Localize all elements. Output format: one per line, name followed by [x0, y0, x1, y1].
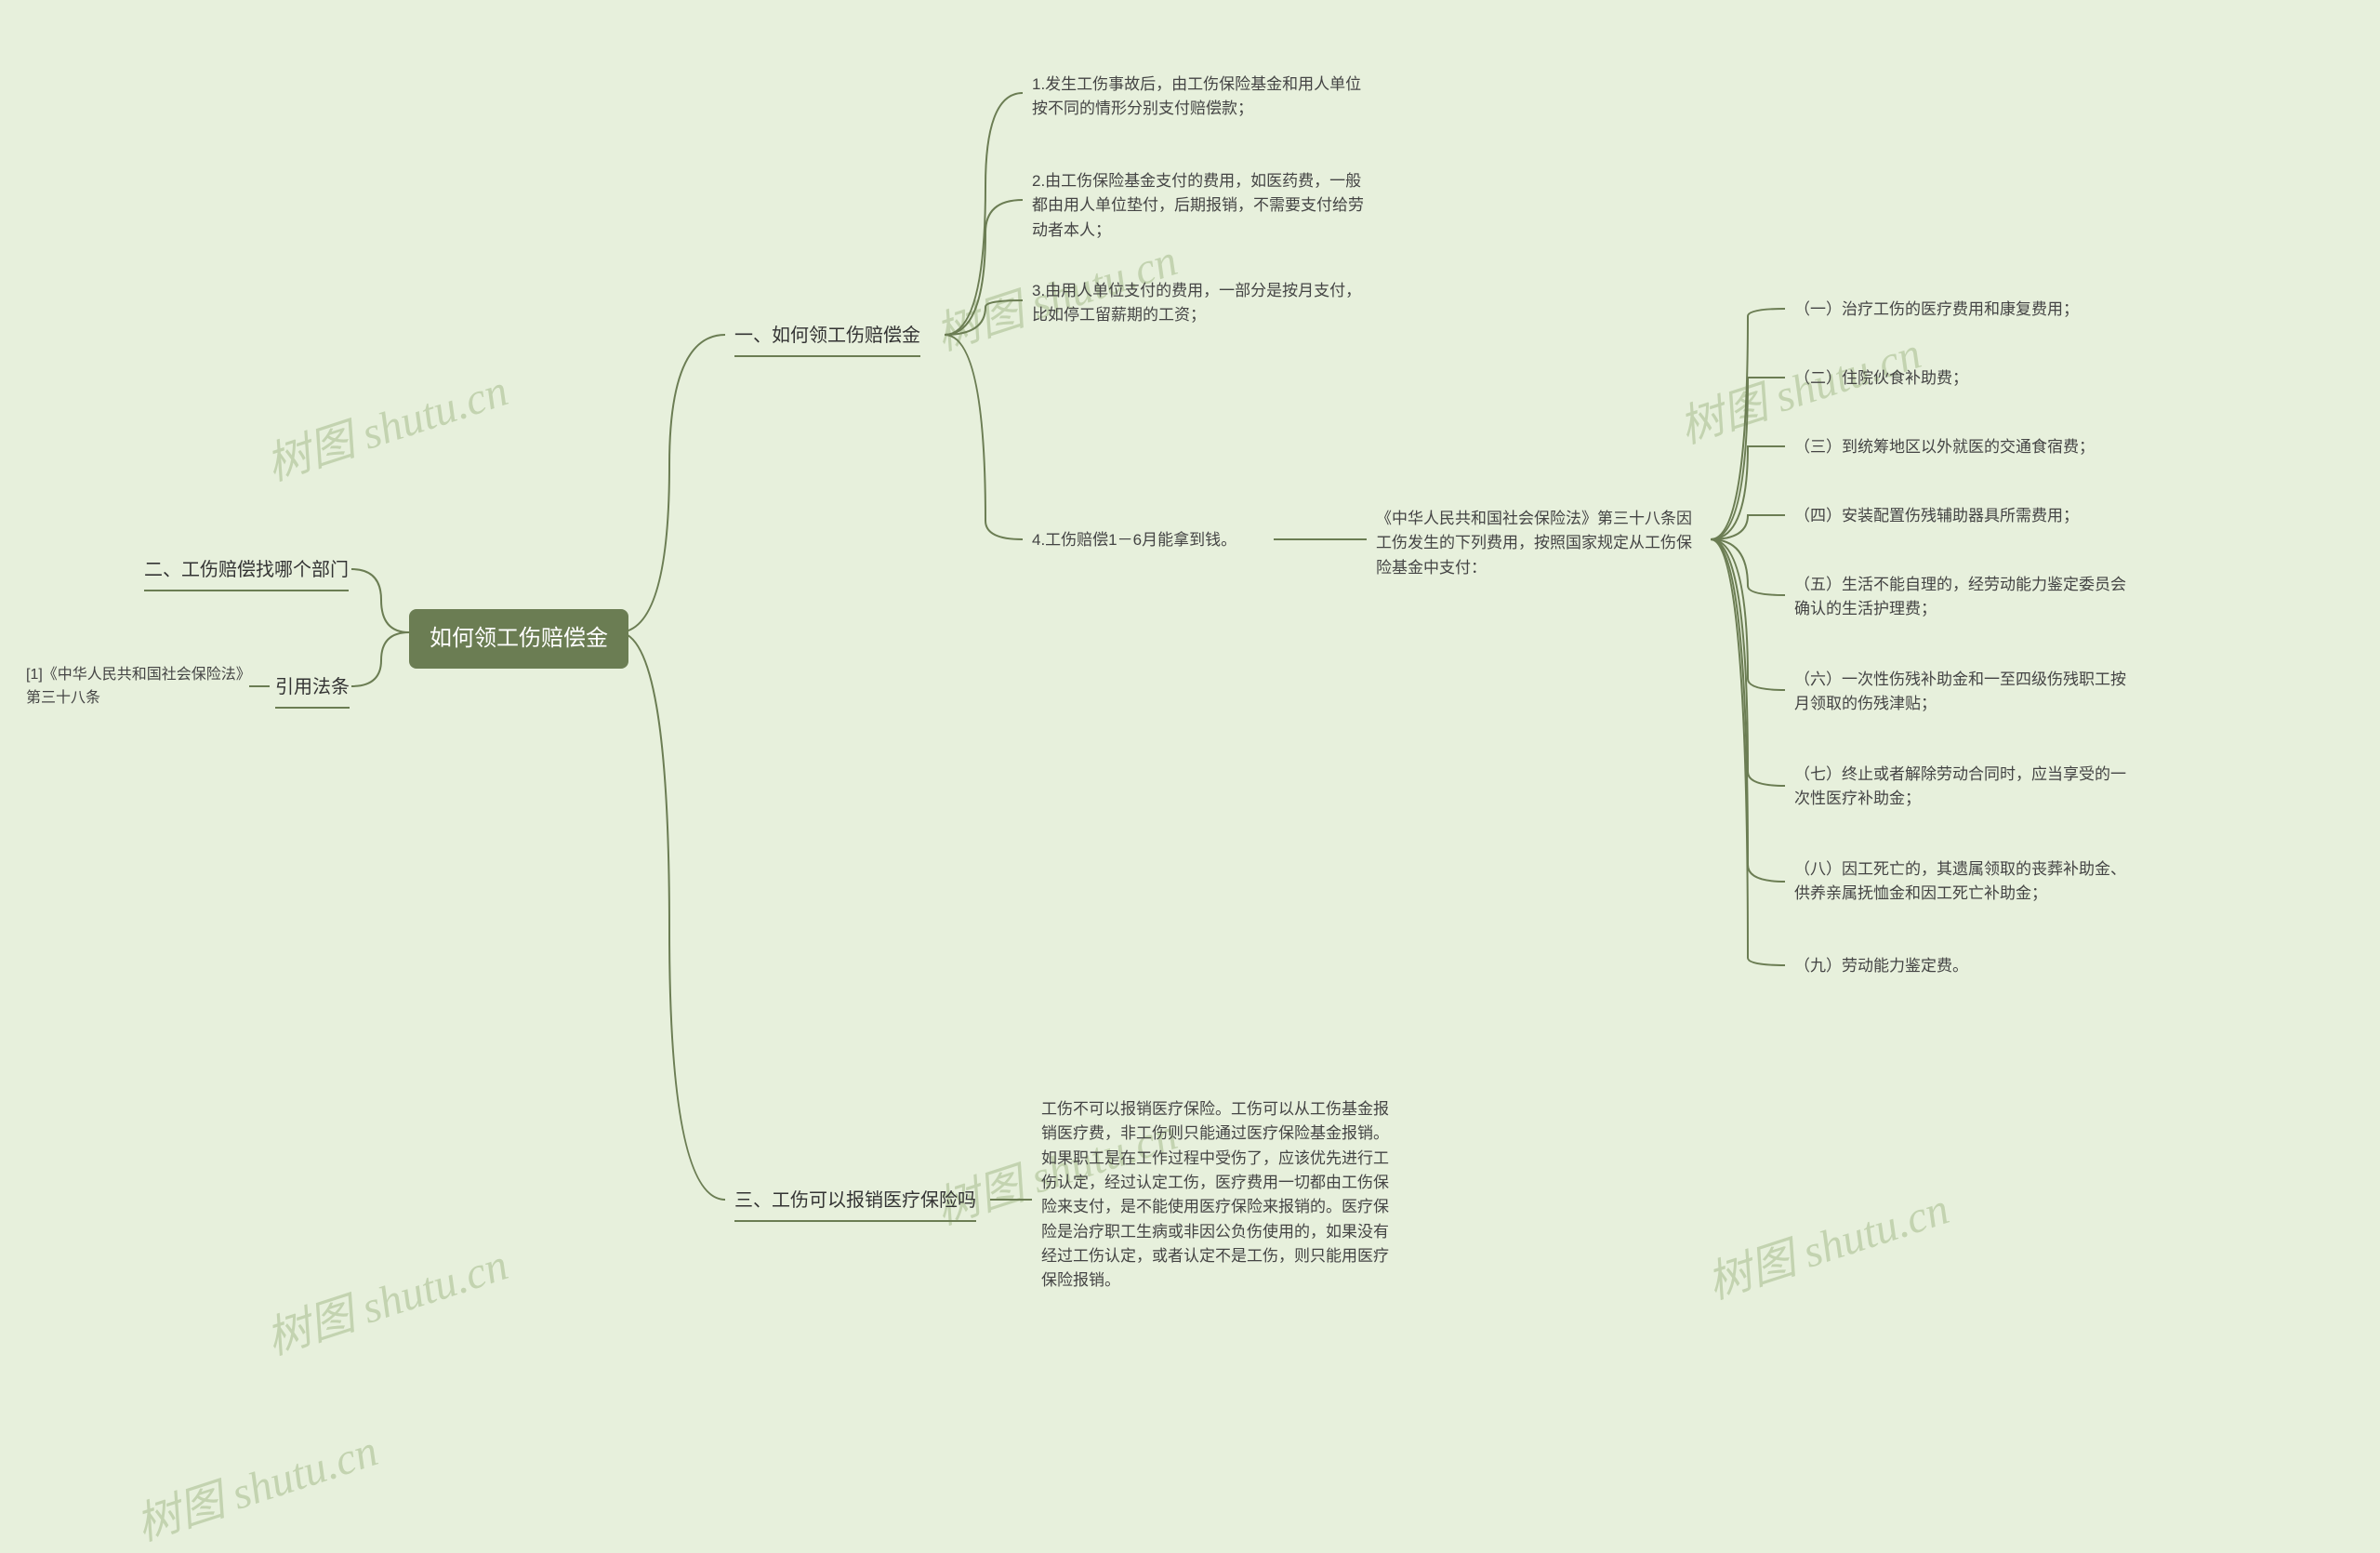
branch-b3-label: 三、工伤可以报销医疗保险吗 [734, 1190, 976, 1211]
ref-leaf-text: [1]《中华人民共和国社会保险法》第三十八条 [26, 667, 244, 706]
law-i2-text: （二）住院伙食补助费； [1794, 369, 1968, 387]
law-i1: （一）治疗工伤的医疗费用和康复费用； [1794, 298, 2138, 322]
root-node: 如何领工伤赔偿金 [409, 609, 628, 669]
b1-c1-text: 1.发生工伤事故后，由工伤保险基金和用人单位按不同的情形分别支付赔偿款； [1032, 75, 1361, 117]
law-i7-text: （七）终止或者解除劳动合同时，应当享受的一次性医疗补助金； [1794, 765, 2126, 807]
b1-c2-text: 2.由工伤保险基金支付的费用，如医药费，一般都由用人单位垫付，后期报销，不需要支… [1032, 172, 1364, 239]
c4-law: 《中华人民共和国社会保险法》第三十八条因工伤发生的下列费用，按照国家规定从工伤保… [1376, 507, 1706, 580]
ref-leaf: [1]《中华人民共和国社会保险法》第三十八条 [26, 664, 249, 710]
law-i6: （六）一次性伤残补助金和一至四级伤残职工按月领取的伤残津贴； [1794, 668, 2138, 717]
c4-law-text: 《中华人民共和国社会保险法》第三十八条因工伤发生的下列费用，按照国家规定从工伤保… [1376, 510, 1692, 577]
watermark: 树图 shutu.cn [1698, 1172, 1956, 1311]
b1-c1: 1.发生工伤事故后，由工伤保险基金和用人单位按不同的情形分别支付赔偿款； [1032, 73, 1376, 122]
b1-c4: 4.工伤赔偿1－6月能拿到钱。 [1032, 528, 1269, 552]
law-i8: （八）因工死亡的，其遗属领取的丧葬补助金、供养亲属抚恤金和因工死亡补助金； [1794, 857, 2138, 907]
law-i7: （七）终止或者解除劳动合同时，应当享受的一次性医疗补助金； [1794, 763, 2138, 812]
law-i9: （九）劳动能力鉴定费。 [1794, 954, 2138, 978]
b3-child: 工伤不可以报销医疗保险。工伤可以从工伤基金报销医疗费，非工伤则只能通过医疗保险基… [1041, 1097, 1395, 1294]
law-i6-text: （六）一次性伤残补助金和一至四级伤残职工按月领取的伤残津贴； [1794, 670, 2126, 712]
branch-b3: 三、工伤可以报销医疗保险吗 [734, 1187, 976, 1222]
root-label: 如何领工伤赔偿金 [430, 626, 608, 651]
b1-c3-text: 3.由用人单位支付的费用，一部分是按月支付，比如停工留薪期的工资； [1032, 282, 1361, 324]
law-i9-text: （九）劳动能力鉴定费。 [1794, 957, 1968, 975]
law-i3-text: （三）到统筹地区以外就医的交通食宿费； [1794, 438, 2095, 456]
law-i5: （五）生活不能自理的，经劳动能力鉴定委员会确认的生活护理费； [1794, 573, 2138, 622]
b1-c3: 3.由用人单位支付的费用，一部分是按月支付，比如停工留薪期的工资； [1032, 279, 1376, 328]
law-i5-text: （五）生活不能自理的，经劳动能力鉴定委员会确认的生活护理费； [1794, 576, 2126, 617]
law-i4: （四）安装配置伤残辅助器具所需费用； [1794, 504, 2138, 528]
watermark: 树图 shutu.cn [257, 353, 515, 493]
branch-b1: 一、如何领工伤赔偿金 [734, 322, 920, 357]
watermark: 树图 shutu.cn [257, 1228, 515, 1367]
law-i8-text: （八）因工死亡的，其遗属领取的丧葬补助金、供养亲属抚恤金和因工死亡补助金； [1794, 860, 2126, 902]
branch-b2: 二、工伤赔偿找哪个部门 [144, 556, 349, 591]
b1-c4-text: 4.工伤赔偿1－6月能拿到钱。 [1032, 531, 1236, 549]
law-i1-text: （一）治疗工伤的医疗费用和康复费用； [1794, 300, 2079, 318]
law-i4-text: （四）安装配置伤残辅助器具所需费用； [1794, 507, 2079, 524]
b3-child-text: 工伤不可以报销医疗保险。工伤可以从工伤基金报销医疗费，非工伤则只能通过医疗保险基… [1041, 1100, 1389, 1289]
law-i2: （二）住院伙食补助费； [1794, 366, 2138, 391]
b1-c2: 2.由工伤保险基金支付的费用，如医药费，一般都由用人单位垫付，后期报销，不需要支… [1032, 169, 1376, 243]
branch-ref-label: 引用法条 [275, 677, 350, 697]
law-i3: （三）到统筹地区以外就医的交通食宿费； [1794, 435, 2138, 459]
branch-ref: 引用法条 [275, 673, 350, 709]
branch-b1-label: 一、如何领工伤赔偿金 [734, 325, 920, 346]
watermark: 树图 shutu.cn [126, 1414, 385, 1553]
branch-b2-label: 二、工伤赔偿找哪个部门 [144, 560, 349, 580]
